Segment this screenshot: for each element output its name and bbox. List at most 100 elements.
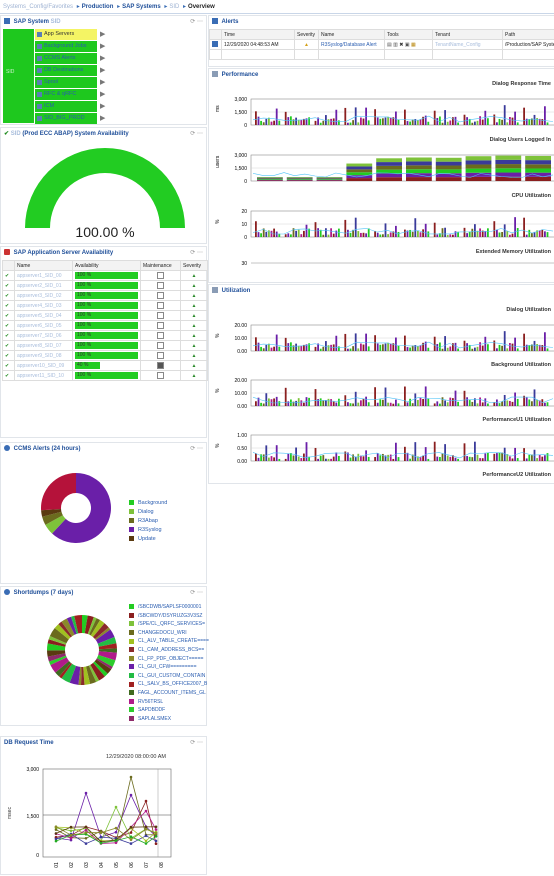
breadcrumb-production[interactable]: Production — [82, 4, 114, 10]
system-component-item[interactable]: App Servers▶ — [35, 29, 105, 40]
maintenance-checkbox[interactable] — [157, 292, 164, 299]
legend-item[interactable]: CL_SALV_BS_OFFICE2007_B — [129, 680, 209, 689]
maintenance-checkbox[interactable] — [157, 302, 164, 309]
col-name[interactable]: Name — [15, 261, 73, 271]
server-name[interactable]: appserver10_SID_09 — [15, 361, 73, 371]
expand-arrow-icon[interactable]: ▶ — [100, 77, 105, 88]
system-component-item[interactable]: CCMS Alerts▶ — [35, 53, 105, 64]
maintenance-checkbox[interactable] — [157, 362, 164, 369]
legend-item[interactable]: CL_CAM_ADDRESS_BCS== — [129, 646, 209, 655]
system-component-item[interactable]: Spool▶ — [35, 77, 105, 88]
ack-icon[interactable]: ▣ — [405, 42, 410, 48]
chart-ytick: 0 — [244, 123, 247, 129]
server-name[interactable]: appserver9_SID_08 — [15, 351, 73, 361]
legend-item[interactable]: Background — [129, 499, 167, 508]
alert-tools[interactable]: ▤ ▥ ✖ ▣ ▦ — [385, 40, 433, 50]
maintenance-checkbox[interactable] — [157, 332, 164, 339]
panel-tools[interactable]: ⟳ ⋯ — [190, 16, 203, 28]
col-severity[interactable]: Severity — [181, 261, 208, 271]
system-component-item[interactable]: SID_BIG_PROD▶ — [35, 113, 105, 124]
legend-item[interactable]: CL_GUI_CUSTOM_CONTAIN — [129, 672, 209, 681]
server-name[interactable]: appserver4_SID_03 — [15, 301, 73, 311]
details-icon[interactable]: ▤ — [387, 42, 392, 48]
legend-item[interactable]: SAPDBDDF — [129, 706, 209, 715]
maintenance-checkbox[interactable] — [157, 322, 164, 329]
legend-item[interactable]: Dialog — [129, 508, 167, 517]
legend-item[interactable]: FAGL_ACCOUNT_ITEMS_GL — [129, 689, 209, 698]
breadcrumb-root[interactable]: Systems_Config/Favorites — [3, 4, 73, 10]
maintenance-checkbox[interactable] — [157, 282, 164, 289]
server-name[interactable]: appserver7_SID_06 — [15, 331, 73, 341]
chart-bar — [260, 347, 262, 351]
legend-item[interactable]: CL_FP_PDF_OBJECT===== — [129, 655, 209, 664]
alert-row[interactable]: 12/29/2020 04:48:53 AM ▲ R3Syslog/Databa… — [210, 40, 554, 50]
copy-icon[interactable]: ▥ — [393, 42, 398, 48]
legend-item[interactable]: CL_GUI_CFW========= — [129, 663, 209, 672]
note-icon[interactable]: ▦ — [411, 42, 416, 48]
maintenance-checkbox[interactable] — [157, 312, 164, 319]
alert-name-link[interactable]: R3Syslog/Database Alert — [319, 40, 385, 50]
chart-bar — [333, 457, 335, 461]
system-component-item[interactable]: DB Destinations▶ — [35, 65, 105, 76]
col-availability[interactable]: Availability — [73, 261, 141, 271]
server-name[interactable]: appserver11_SID_10 — [15, 371, 73, 381]
expand-arrow-icon[interactable]: ▶ — [100, 53, 105, 64]
system-component-item[interactable]: Background Jobs▶ — [35, 41, 105, 52]
legend-item[interactable]: CHANGEDOCU_WRI — [129, 629, 209, 638]
alerts-col-tenant[interactable]: Tenant — [433, 30, 503, 40]
legend-item[interactable]: /SBCDWB/SAPLSF0000001 — [129, 603, 209, 612]
system-component-item[interactable]: ICM▶ — [35, 101, 105, 112]
server-name[interactable]: appserver3_SID_02 — [15, 291, 73, 301]
maintenance-checkbox[interactable] — [157, 342, 164, 349]
expand-arrow-icon[interactable]: ▶ — [100, 89, 105, 100]
alerts-col-time[interactable]: Time — [222, 30, 295, 40]
system-status-block[interactable]: SID — [3, 29, 34, 123]
chart-bar — [493, 115, 495, 125]
breadcrumb-sap-systems[interactable]: SAP Systems — [122, 4, 161, 10]
server-name[interactable]: appserver6_SID_05 — [15, 321, 73, 331]
server-name[interactable]: appserver1_SID_00 — [15, 271, 73, 281]
alerts-col-tools[interactable]: Tools — [385, 30, 433, 40]
legend-item[interactable]: CL_ALV_TABLE_CREATE==== — [129, 637, 209, 646]
legend-item[interactable]: /SBCWDY/DSYRUZG3V3SZ — [129, 612, 209, 621]
db-point — [145, 828, 148, 831]
breadcrumb-sid[interactable]: SID — [169, 4, 179, 10]
legend-item[interactable]: Update — [129, 535, 167, 544]
legend-item[interactable]: R3Syslog — [129, 526, 167, 535]
system-component-item[interactable]: RFC & qRFC▶ — [35, 89, 105, 100]
expand-arrow-icon[interactable]: ▶ — [100, 113, 105, 124]
donut-slice[interactable] — [41, 473, 76, 510]
legend-item[interactable]: R3Abap — [129, 517, 167, 526]
col-maintenance[interactable]: Maintenance — [141, 261, 181, 271]
expand-arrow-icon[interactable]: ▶ — [100, 41, 105, 52]
expand-arrow-icon[interactable]: ▶ — [100, 65, 105, 76]
alerts-col-name[interactable]: Name — [319, 30, 385, 40]
maintenance-checkbox[interactable] — [157, 372, 164, 379]
maintenance-checkbox[interactable] — [157, 272, 164, 279]
server-name[interactable]: appserver8_SID_07 — [15, 341, 73, 351]
server-name[interactable]: appserver2_SID_01 — [15, 281, 73, 291]
legend-item[interactable]: SAPLALSMEX — [129, 715, 209, 724]
alerts-col-severity[interactable]: Severity — [295, 30, 319, 40]
chart-bar — [255, 453, 257, 461]
close-icon[interactable]: ✖ — [399, 42, 403, 48]
expand-arrow-icon[interactable]: ▶ — [100, 29, 105, 40]
legend-item[interactable]: RV56TRSL — [129, 698, 209, 707]
server-name[interactable]: appserver5_SID_04 — [15, 311, 73, 321]
alerts-col-path[interactable]: Path — [503, 30, 554, 40]
expand-arrow-icon[interactable]: ▶ — [100, 101, 105, 112]
legend-item[interactable]: /SPE/CL_QRFC_SERVICES= — [129, 620, 209, 629]
maintenance-checkbox[interactable] — [157, 352, 164, 359]
chart-bar — [392, 459, 394, 461]
